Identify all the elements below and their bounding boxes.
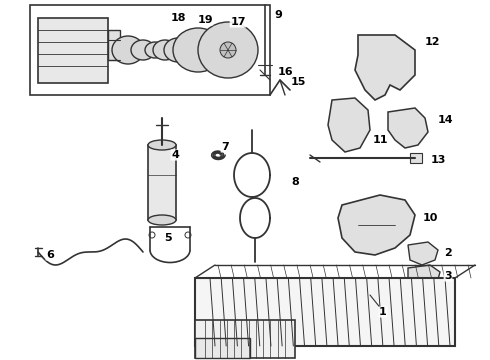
Ellipse shape [164, 38, 192, 62]
Bar [30, 5, 270, 95]
Text: 2: 2 [444, 248, 452, 258]
Polygon shape [328, 98, 370, 152]
Polygon shape [408, 265, 440, 287]
Bar [195, 320, 295, 358]
Text: 8: 8 [291, 177, 299, 187]
Text: 3: 3 [444, 271, 452, 281]
Text: 9: 9 [274, 10, 282, 20]
Circle shape [220, 42, 236, 58]
Ellipse shape [153, 40, 177, 60]
Bar [108, 30, 120, 60]
Ellipse shape [145, 42, 165, 58]
Text: 17: 17 [230, 17, 246, 27]
Text: 11: 11 [372, 135, 388, 145]
Text: 15: 15 [290, 77, 306, 87]
Text: 10: 10 [422, 213, 438, 223]
Bar [195, 338, 250, 358]
Polygon shape [388, 108, 428, 148]
Text: 4: 4 [171, 150, 179, 160]
Ellipse shape [198, 22, 258, 78]
Text: 14: 14 [437, 115, 453, 125]
Text: 5: 5 [164, 233, 172, 243]
Text: 6: 6 [46, 250, 54, 260]
Text: 18: 18 [170, 13, 186, 23]
Polygon shape [338, 195, 415, 255]
Bar [195, 278, 455, 346]
Bar [148, 145, 176, 220]
Ellipse shape [148, 215, 176, 225]
Ellipse shape [112, 36, 144, 64]
Polygon shape [355, 35, 415, 100]
Polygon shape [408, 242, 438, 265]
Text: 1: 1 [379, 307, 387, 317]
Text: 7: 7 [221, 142, 229, 152]
Ellipse shape [131, 40, 155, 60]
Text: 19: 19 [197, 15, 213, 25]
Ellipse shape [148, 140, 176, 150]
Bar [38, 18, 108, 83]
Text: 12: 12 [424, 37, 440, 47]
Text: 16: 16 [277, 67, 293, 77]
Ellipse shape [173, 28, 223, 72]
Bar [410, 153, 422, 163]
Text: 13: 13 [430, 155, 446, 165]
